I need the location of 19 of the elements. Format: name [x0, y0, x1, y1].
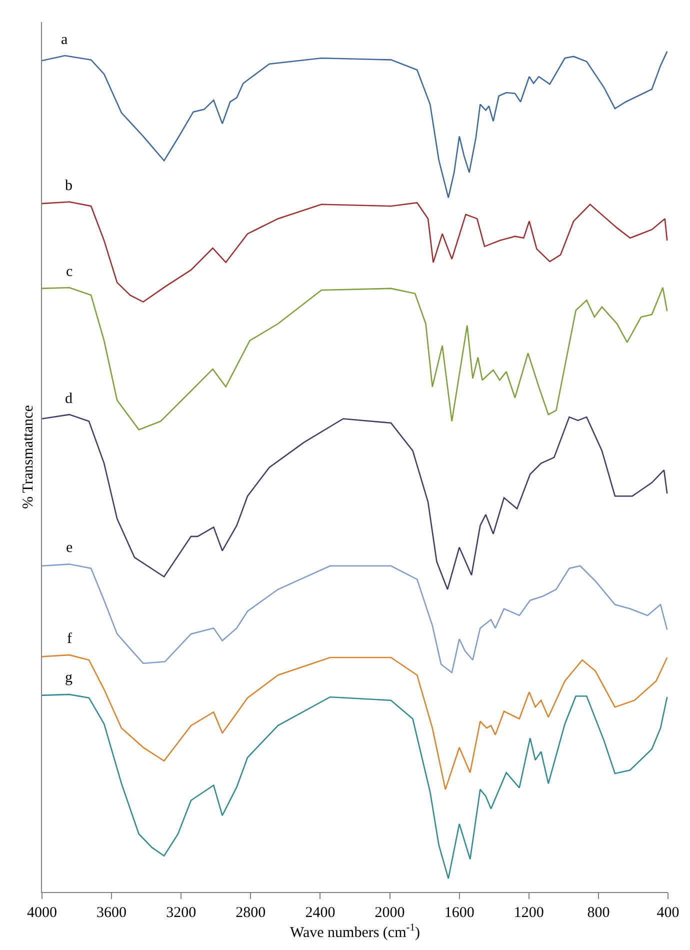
x-tick-label: 2800: [236, 905, 266, 921]
x-axis-title: Wave numbers (cm$^{-1}$): [290, 922, 420, 941]
x-tick-label: 3200: [166, 905, 196, 921]
series-label: f: [67, 631, 72, 647]
x-tick-label: 800: [587, 905, 610, 921]
series-label: a: [61, 32, 68, 48]
x-tick-label: 2000: [374, 905, 405, 921]
x-tick-label: 1200: [514, 905, 544, 921]
series-label: e: [66, 540, 73, 556]
series-label: b: [65, 178, 72, 194]
x-tick-label: 4000: [27, 905, 57, 921]
series-label: d: [65, 391, 73, 407]
series-label: c: [66, 264, 73, 280]
x-tick-label: 1600: [444, 905, 474, 921]
x-tick-label: 400: [656, 905, 680, 921]
series-label: g: [65, 670, 73, 686]
x-tick-label: 2400: [305, 905, 336, 921]
y-axis-title: % Transmattance: [20, 404, 36, 509]
x-tick-label: 3600: [96, 905, 127, 921]
